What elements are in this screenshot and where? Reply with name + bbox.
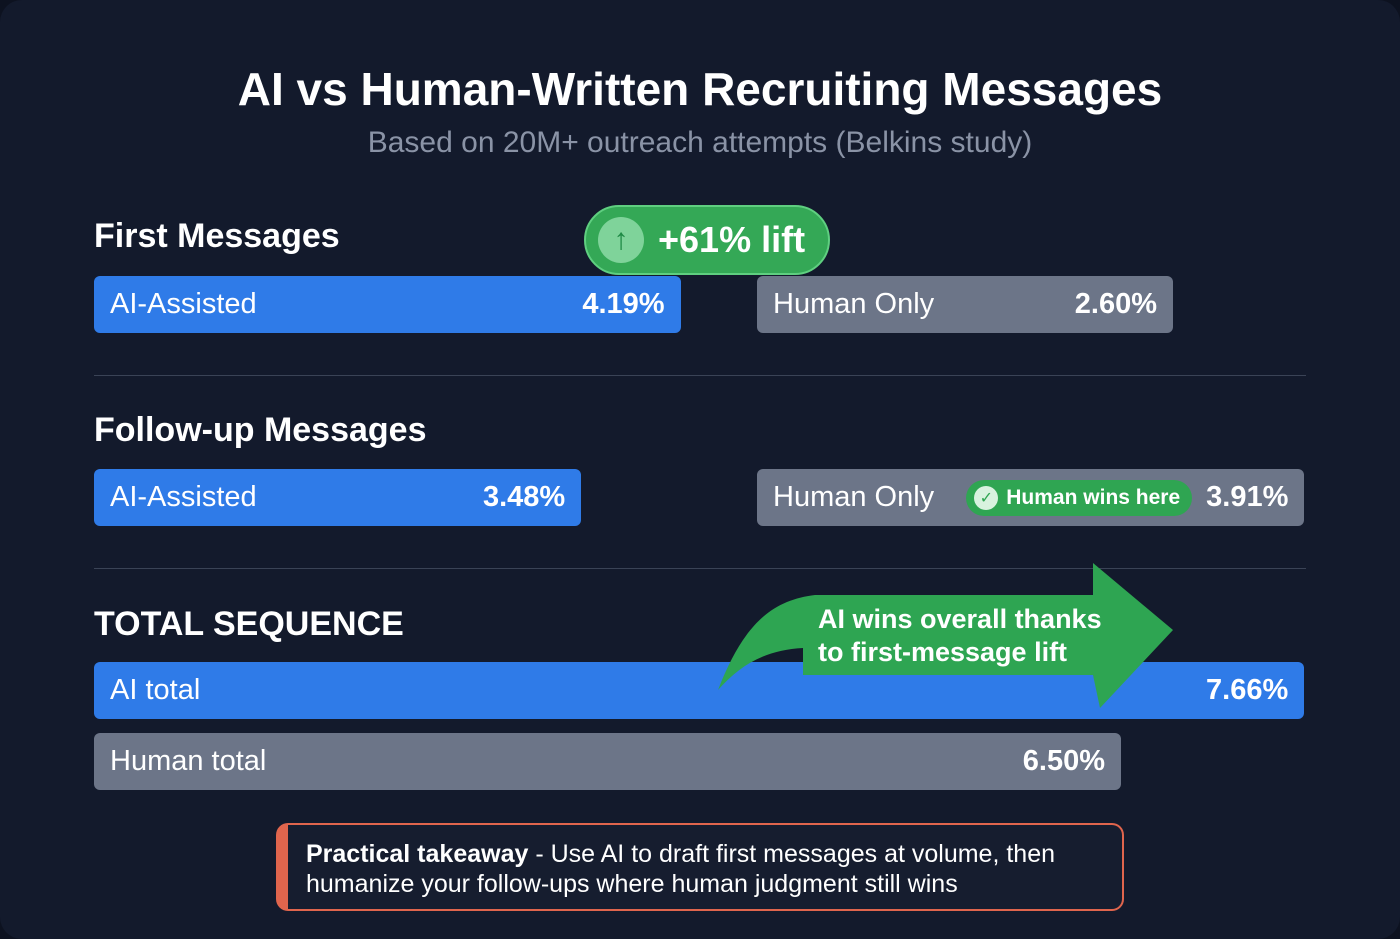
bar-first-ai: AI-Assisted 4.19% (94, 276, 681, 333)
lift-text: +61% lift (658, 219, 806, 260)
divider (94, 568, 1306, 569)
bar-first-human: Human Only 2.60% (757, 276, 1173, 333)
lift-badge: ↑ +61% lift (584, 205, 830, 275)
bar-value: 4.19% (582, 288, 665, 320)
bar-label: Human Only (773, 288, 935, 320)
bar-value: 2.60% (1074, 288, 1157, 320)
divider (94, 375, 1306, 376)
callout-text: AI wins overall thanks to first-message … (818, 604, 1102, 667)
section-title-total: TOTAL SEQUENCE (94, 605, 404, 643)
bar-label: Human Only (773, 481, 935, 513)
bar-label: AI total (110, 674, 201, 706)
check-circle-icon: ✓ (974, 485, 999, 510)
bar-total-human: Human total 6.50% (94, 733, 1121, 790)
chart-title: AI vs Human-Written Recruiting Messages (237, 63, 1163, 115)
bar-label: AI-Assisted (110, 288, 257, 320)
bar-label: Human total (110, 745, 267, 777)
human-wins-text: Human wins here (1006, 485, 1181, 509)
bar-followup-human: Human Only ✓ Human wins here 3.91% (757, 469, 1305, 526)
bar-value: 6.50% (1022, 745, 1105, 777)
human-wins-badge: ✓ Human wins here (966, 479, 1193, 516)
section-title-first: First Messages (94, 217, 340, 255)
bar-value: 3.91% (1206, 481, 1289, 513)
callout-arrow-icon (718, 563, 1173, 708)
bar-value: 7.66% (1206, 674, 1289, 706)
bar-value: 3.48% (482, 481, 566, 513)
chart-subtitle: Based on 20M+ outreach attempts (Belkins… (367, 126, 1033, 159)
takeaway-label: Practical takeaway (306, 840, 529, 868)
section-title-followup: Follow-up Messages (94, 411, 427, 449)
takeaway-text: - Use AI to draft first messages at volu… (306, 840, 1056, 898)
takeaway-box: Practical takeaway - Use AI to draft fir… (276, 823, 1124, 911)
bar-label: AI-Assisted (110, 481, 257, 513)
arrow-up-icon: ↑ (598, 217, 644, 263)
bar-followup-ai: AI-Assisted 3.48% (94, 469, 582, 526)
